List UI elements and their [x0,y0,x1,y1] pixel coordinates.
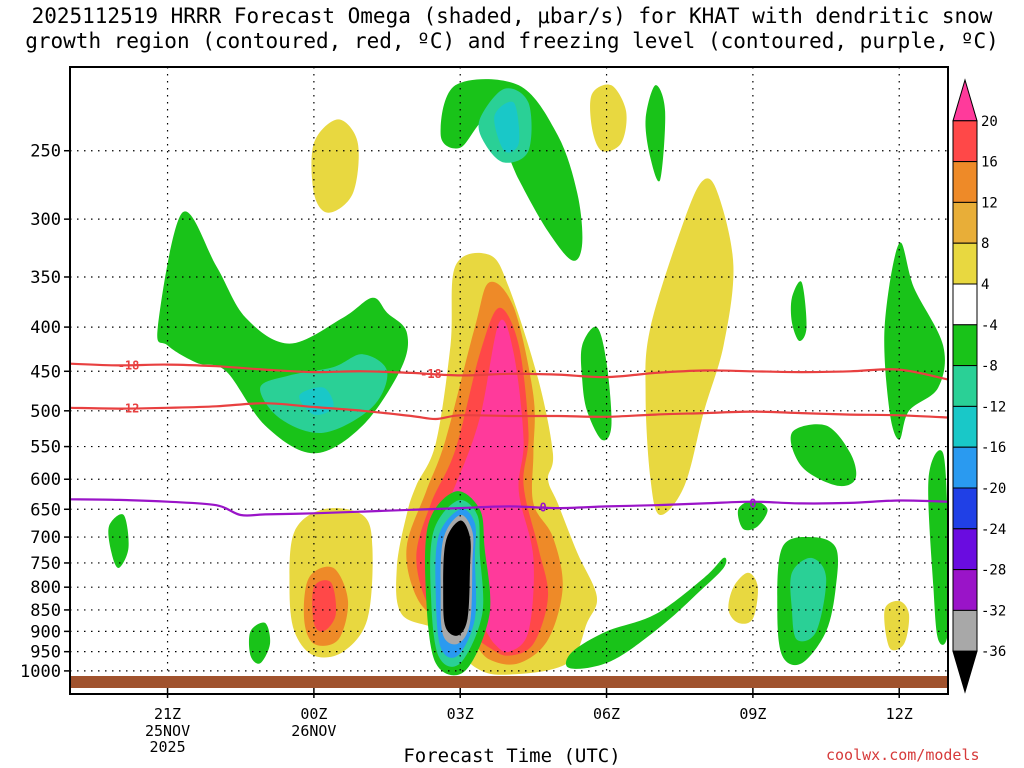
title-line-2: growth region (contoured, red, ºC) and f… [25,29,999,53]
colorbar-label-5: -4 [981,318,998,334]
colorbar-swatch-3 [952,201,978,244]
colorbar-label-9: -20 [981,481,1006,497]
colorbar-label-12: -32 [981,603,1006,619]
chart-axes: 2503003504004505005506006507007508008509… [20,66,949,756]
x-axis-title: Forecast Time (UTC) [403,745,621,767]
xtick-label-06Z: 06Z [593,705,620,723]
omega-region-17 [728,572,758,624]
xtick-label-03Z: 03Z [447,705,474,723]
ytick-label-450: 450 [30,362,61,382]
omega-region-9 [312,580,337,632]
colorbar-swatch-5 [952,283,978,326]
colorbar-label-0: 20 [981,114,998,130]
colorbar-swatch-14 [952,650,978,694]
omega-region-25 [108,514,129,568]
chart-title: 2025112519 HRRR Forecast Omega (shaded, … [0,4,1024,54]
colorbar-label-1: 16 [981,155,998,171]
ytick-label-300: 300 [30,210,61,230]
ytick-label-850: 850 [30,601,61,621]
omega-region-18 [884,600,910,651]
colorbar-label-3: 8 [981,236,989,252]
xtick-sublabel-21Z-1: 2025 [149,738,185,756]
colorbar-label-8: -16 [981,440,1006,456]
ytick-label-600: 600 [30,470,61,490]
omega-region-5 [494,101,520,153]
omega-region-6 [580,326,612,441]
colorbar-label-7: -12 [981,399,1006,415]
colorbar-swatch-1 [952,120,978,163]
credit-text: coolwx.com/models [826,746,980,764]
colorbar-swatch-6 [952,324,978,367]
xtick-sublabel-00Z-0: 26NOV [291,722,336,740]
omega-region-3 [440,79,583,261]
contour-0 [69,362,949,381]
colorbar-label-6: -8 [981,359,998,375]
ground-strip [70,676,948,688]
xtick-label-21Z: 21Z [154,705,181,723]
ytick-label-650: 650 [30,500,61,520]
xtick-label-09Z: 09Z [739,705,766,723]
omega-region-24 [928,450,948,645]
omega-region-23 [884,242,945,440]
colorbar-swatch-12 [952,569,978,611]
omega-region-26 [248,622,271,664]
omega-region-21 [790,557,827,642]
xtick-sublabel-21Z-0: 25NOV [145,722,190,740]
omega-region-16 [590,84,627,152]
plot-frame [69,66,949,695]
colorbar-swatch-9 [952,446,978,489]
plot-area: -18 -18 -12 0 0 [69,67,949,688]
ytick-label-1000: 1000 [20,662,61,682]
ytick-label-400: 400 [30,318,61,338]
ytick-label-350: 350 [30,268,61,288]
contour-label-0-0: -18 [118,358,140,372]
ytick-label-750: 750 [30,554,61,574]
contour-label-1-0: -12 [118,402,140,416]
omega-region-15 [311,119,359,213]
ytick-label-900: 900 [30,622,61,642]
omega-region-29 [790,281,807,341]
ytick-label-550: 550 [30,438,61,458]
shaded-regions [108,79,948,676]
colorbar-swatch-2 [952,161,978,203]
ytick-label-800: 800 [30,578,61,598]
xtick-label-12Z: 12Z [886,705,913,723]
ytick-label-250: 250 [30,142,61,162]
omega-region-22 [790,424,857,487]
ytick-label-700: 700 [30,528,61,548]
title-line-1: 2025112519 HRRR Forecast Omega (shaded, … [31,4,993,28]
colorbar-swatch-0 [952,78,978,122]
colorbar-label-10: -24 [981,522,1006,538]
omega-region-28 [645,85,666,182]
colorbar-swatch-4 [952,242,978,285]
omega-region-14 [645,178,734,516]
omega-region-34 [443,520,471,636]
contour-label-2-0: 0 [540,501,547,515]
colorbar-swatch-8 [952,405,978,448]
colorbar-label-4: 4 [981,277,989,293]
xtick-label-00Z: 00Z [300,705,327,723]
colorbar-swatch-11 [952,528,978,571]
contour-label-2-1: 0 [749,496,756,510]
ytick-label-950: 950 [30,643,61,663]
colorbar: 20 16 12 8 4 -4 -8 -12 -16 -20 -24 -28 -32 -36 [952,78,1006,694]
colorbar-label-11: -28 [981,563,1006,579]
colorbar-label-13: -36 [981,644,1006,660]
colorbar-swatch-7 [952,365,978,407]
contour-label-0-1: -18 [420,367,442,381]
colorbar-swatch-10 [952,487,978,530]
colorbar-swatch-13 [952,609,978,652]
contour-1 [69,402,949,421]
colorbar-label-2: 12 [981,195,998,211]
ytick-label-500: 500 [30,402,61,422]
contour-2 [69,498,949,517]
